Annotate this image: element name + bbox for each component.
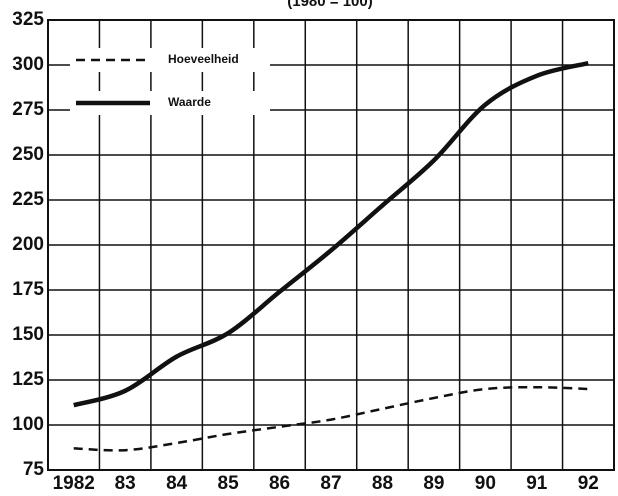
y-tick-label: 200 [12, 234, 44, 255]
plot-frame [47, 19, 615, 471]
y-tick-label: 100 [12, 414, 44, 435]
x-tick-label: 92 [578, 473, 599, 494]
y-tick-label: 125 [12, 369, 44, 390]
x-tick-label: 83 [115, 473, 136, 494]
y-tick-label: 225 [12, 189, 44, 210]
legend-label: Waarde [168, 95, 211, 109]
x-tick-label: 91 [526, 473, 548, 494]
y-tick-label: 325 [12, 9, 44, 30]
y-tick-label: 300 [12, 54, 44, 75]
legend-label: Hoeveelheid [168, 52, 239, 66]
y-tick-label: 175 [12, 279, 44, 300]
x-tick-label: 90 [475, 473, 496, 494]
y-tick-label: 275 [12, 99, 44, 120]
y-tick-label: 150 [12, 324, 44, 345]
series-line [73, 61, 589, 408]
x-tick-label: 1982 [53, 473, 95, 494]
y-tick-label: 75 [23, 459, 45, 480]
x-tick-label: 86 [269, 473, 290, 494]
x-tick-label: 87 [320, 473, 341, 494]
chart-subtitle: (1980 = 100) [287, 0, 372, 10]
y-tick-label: 250 [12, 144, 44, 165]
series-line [73, 385, 589, 452]
x-tick-label: 84 [166, 473, 188, 494]
legend-bg [70, 48, 270, 72]
x-tick-label: 88 [372, 473, 393, 494]
x-tick-label: 85 [218, 473, 240, 494]
x-tick-label: 89 [423, 473, 444, 494]
